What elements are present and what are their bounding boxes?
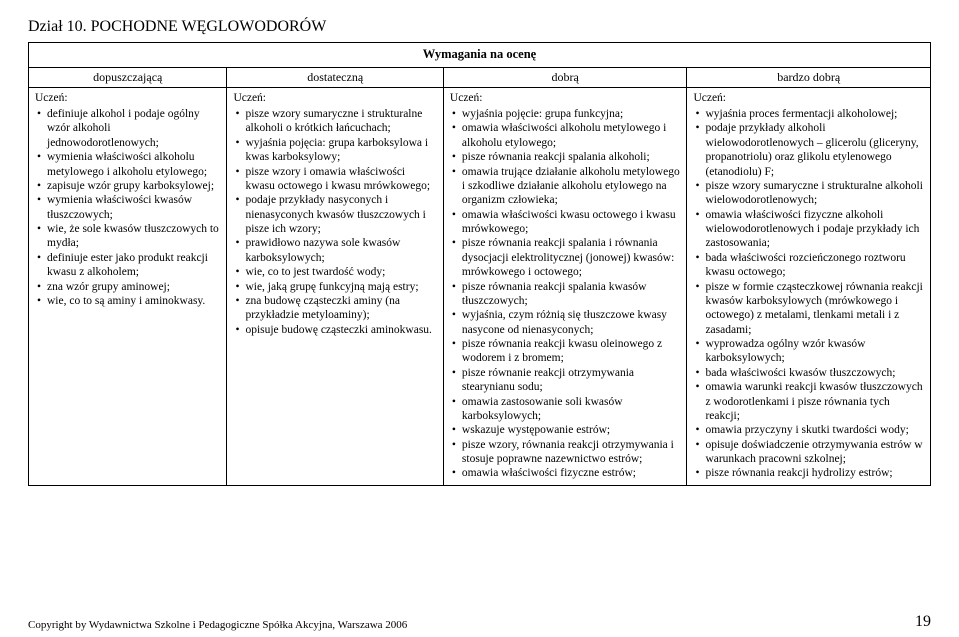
list-item: pisze równania reakcji spalania kwasów t…	[462, 280, 681, 309]
list-item: wyjaśnia pojęcia: grupa karboksylowa i k…	[245, 136, 436, 165]
list-item: bada właściwości rozcieńczonego roztworu…	[705, 251, 924, 280]
list-item: omawia przyczyny i skutki twardości wody…	[705, 423, 924, 437]
col-header-3: bardzo dobrą	[687, 67, 931, 87]
list-item: omawia właściwości alkoholu metylowego i…	[462, 121, 681, 150]
list-item: zapisuje wzór grupy karboksylowej;	[47, 179, 220, 193]
col-header-1: dostateczną	[227, 67, 443, 87]
list-item: omawia trujące działanie alkoholu metylo…	[462, 165, 681, 208]
bullet-list-col-3: wyjaśnia proces fermentacji alkoholowej;…	[693, 107, 924, 481]
student-label: Uczeń:	[693, 91, 924, 105]
list-item: zna budowę cząsteczki aminy (na przykład…	[245, 294, 436, 323]
list-item: wyprowadza ogólny wzór kwasów karboksylo…	[705, 337, 924, 366]
bullet-list-col-2: wyjaśnia pojęcie: grupa funkcyjna;omawia…	[450, 107, 681, 481]
list-item: wyjaśnia proces fermentacji alkoholowej;	[705, 107, 924, 121]
list-item: pisze wzory sumaryczne i strukturalne al…	[705, 179, 924, 208]
table-header-title: Wymagania na ocenę	[29, 43, 931, 68]
list-item: pisze równanie reakcji otrzymywania stea…	[462, 366, 681, 395]
list-item: wymienia właściwości alkoholu metylowego…	[47, 150, 220, 179]
student-label: Uczeń:	[35, 91, 220, 105]
page: Dział 10. POCHODNE WĘGLOWODORÓW Wymagani…	[0, 0, 959, 637]
bullet-list-col-1: pisze wzory sumaryczne i strukturalne al…	[233, 107, 436, 337]
list-item: omawia warunki reakcji kwasów tłuszczowy…	[705, 380, 924, 423]
cell-col-3: Uczeń: wyjaśnia proces fermentacji alkoh…	[687, 87, 931, 485]
list-item: wymienia właściwości kwasów tłuszczowych…	[47, 193, 220, 222]
list-item: opisuje doświadczenie otrzymywania estró…	[705, 438, 924, 467]
list-item: pisze wzory i omawia właściwości kwasu o…	[245, 165, 436, 194]
list-item: pisze wzory sumaryczne i strukturalne al…	[245, 107, 436, 136]
list-item: pisze wzory, równania reakcji otrzymywan…	[462, 438, 681, 467]
table-body-row: Uczeń: definiuje alkohol i podaje ogólny…	[29, 87, 931, 485]
list-item: wie, jaką grupę funkcyjną mają estry;	[245, 280, 436, 294]
list-item: wyjaśnia pojęcie: grupa funkcyjna;	[462, 107, 681, 121]
col-header-0: dopuszczającą	[29, 67, 227, 87]
list-item: bada właściwości kwasów tłuszczowych;	[705, 366, 924, 380]
list-item: prawidłowo nazywa sole kwasów karboksylo…	[245, 236, 436, 265]
section-heading: Dział 10. POCHODNE WĘGLOWODORÓW	[28, 18, 931, 36]
list-item: omawia właściwości fizyczne estrów;	[462, 466, 681, 480]
bullet-list-col-0: definiuje alkohol i podaje ogólny wzór a…	[35, 107, 220, 308]
cell-col-1: Uczeń: pisze wzory sumaryczne i struktur…	[227, 87, 443, 485]
list-item: omawia właściwości fizyczne alkoholi wie…	[705, 208, 924, 251]
footer: Copyright by Wydawnictwa Szkolne i Pedag…	[28, 613, 931, 631]
cell-col-0: Uczeń: definiuje alkohol i podaje ogólny…	[29, 87, 227, 485]
list-item: wskazuje występowanie estrów;	[462, 423, 681, 437]
list-item: definiuje ester jako produkt reakcji kwa…	[47, 251, 220, 280]
column-headers-row: dopuszczającą dostateczną dobrą bardzo d…	[29, 67, 931, 87]
list-item: wie, co to jest twardość wody;	[245, 265, 436, 279]
list-item: wyjaśnia, czym różnią się tłuszczowe kwa…	[462, 308, 681, 337]
copyright-text: Copyright by Wydawnictwa Szkolne i Pedag…	[28, 619, 407, 631]
cell-col-2: Uczeń: wyjaśnia pojęcie: grupa funkcyjna…	[443, 87, 687, 485]
list-item: podaje przykłady alkoholi wielowodorotle…	[705, 121, 924, 179]
list-item: omawia właściwości kwasu octowego i kwas…	[462, 208, 681, 237]
list-item: opisuje budowę cząsteczki aminokwasu.	[245, 323, 436, 337]
list-item: definiuje alkohol i podaje ogólny wzór a…	[47, 107, 220, 150]
list-item: wie, co to są aminy i aminokwasy.	[47, 294, 220, 308]
list-item: pisze równania reakcji spalania alkoholi…	[462, 150, 681, 164]
student-label: Uczeń:	[450, 91, 681, 105]
list-item: podaje przykłady nasyconych i nienasycon…	[245, 193, 436, 236]
list-item: pisze równania reakcji hydrolizy estrów;	[705, 466, 924, 480]
list-item: zna wzór grupy aminowej;	[47, 280, 220, 294]
list-item: pisze równania reakcji kwasu oleinowego …	[462, 337, 681, 366]
student-label: Uczeń:	[233, 91, 436, 105]
list-item: pisze w formie cząsteczkowej równania re…	[705, 280, 924, 338]
requirements-table: Wymagania na ocenę dopuszczającą dostate…	[28, 42, 931, 486]
col-header-2: dobrą	[443, 67, 687, 87]
list-item: omawia zastosowanie soli kwasów karboksy…	[462, 395, 681, 424]
list-item: wie, że sole kwasów tłuszczowych to mydł…	[47, 222, 220, 251]
list-item: pisze równania reakcji spalania i równan…	[462, 236, 681, 279]
page-number: 19	[915, 613, 931, 631]
